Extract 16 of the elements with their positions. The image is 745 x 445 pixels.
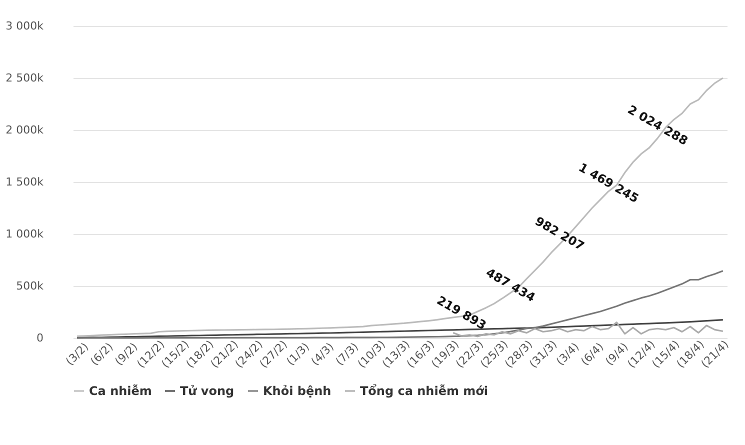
legend-label: Tử vong (180, 384, 234, 398)
legend-label: Ca nhiễm (89, 384, 152, 398)
data-label: 982 207 (532, 214, 587, 254)
legend-label: Tổng ca nhiễm mới (360, 384, 488, 398)
data-label: 1 469 245 (576, 160, 642, 206)
y-tick-label: 500k (16, 280, 44, 292)
line-series (76, 77, 724, 338)
y-tick-label: 2 000k (6, 124, 44, 136)
y-tick-label: 3 000k (6, 20, 44, 32)
y-tick-label: 0 (36, 332, 44, 344)
line-series (76, 270, 724, 339)
y-tick-label: 1 000k (6, 228, 44, 240)
y-tick-label: 2 500k (6, 72, 44, 84)
data-label: 2 024 288 (625, 102, 690, 148)
legend-label: Khỏi bệnh (263, 384, 332, 398)
y-tick-label: 1 500k (6, 176, 44, 188)
